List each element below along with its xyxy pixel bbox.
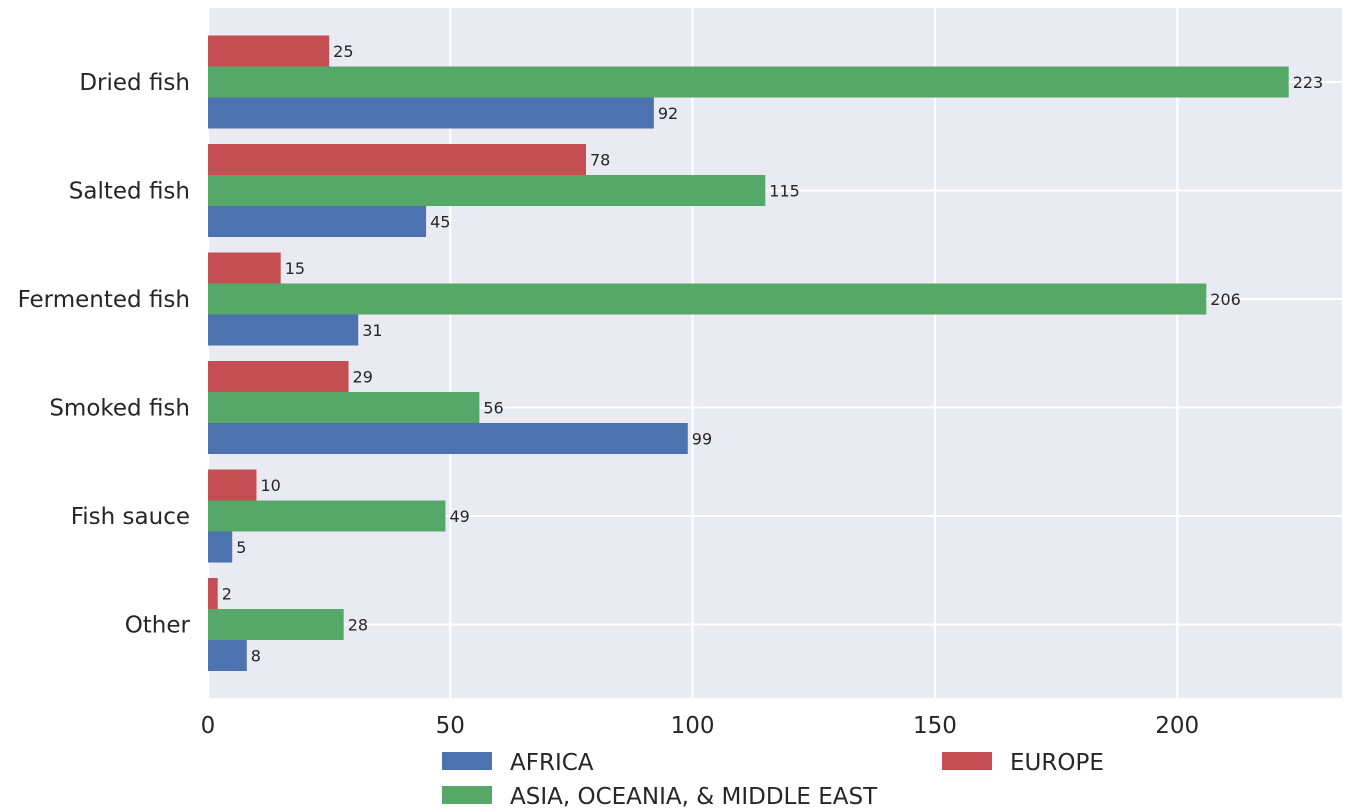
- bar: [208, 97, 654, 129]
- bar: [208, 144, 586, 175]
- bar: [208, 500, 446, 532]
- bars: [208, 35, 1289, 671]
- data-label: 99: [692, 430, 712, 449]
- data-label: 2: [222, 585, 232, 604]
- bar: [208, 206, 427, 237]
- data-label: 49: [449, 507, 469, 526]
- category-label: Smoked fish: [49, 396, 190, 422]
- data-label: 45: [430, 213, 450, 232]
- legend-label: ASIA, OCEANIA, & MIDDLE EAST: [510, 784, 878, 810]
- bar: [208, 283, 1207, 315]
- category-label: Fermented fish: [18, 287, 190, 313]
- category-label: Dried fish: [79, 70, 190, 96]
- bar: [208, 35, 330, 67]
- bar: [208, 640, 247, 671]
- bar: [208, 578, 218, 609]
- bar: [208, 252, 281, 284]
- x-tick-label: 50: [436, 713, 465, 739]
- data-label: 28: [348, 616, 368, 635]
- data-label: 5: [236, 538, 246, 557]
- category-label: Other: [125, 613, 191, 639]
- legend-swatch: [442, 786, 492, 804]
- category-label: Salted fish: [69, 179, 190, 205]
- bar: [208, 531, 233, 563]
- data-label: 115: [769, 182, 800, 201]
- bar: [208, 361, 349, 392]
- bar: [208, 175, 766, 206]
- data-label: 31: [362, 321, 382, 340]
- data-label: 25: [333, 42, 353, 61]
- category-label: Fish sauce: [71, 504, 190, 530]
- data-label: 206: [1210, 290, 1241, 309]
- data-label: 92: [658, 104, 678, 123]
- x-tick-label: 100: [671, 713, 715, 739]
- bar: [208, 469, 257, 501]
- bar: [208, 392, 480, 423]
- legend-swatch: [942, 752, 992, 770]
- legend-label: AFRICA: [510, 750, 594, 776]
- data-label: 56: [483, 399, 503, 418]
- data-label: 10: [260, 476, 280, 495]
- x-tick-label: 0: [201, 713, 216, 739]
- legend-swatch: [442, 752, 492, 770]
- bar: [208, 609, 344, 640]
- bar: [208, 423, 688, 454]
- x-tick-label: 150: [913, 713, 957, 739]
- data-label: 29: [353, 368, 373, 387]
- x-tick-labels: 0 50 100 150 200: [201, 713, 1200, 739]
- category-labels: Dried fish Salted fish Fermented fish Smoke…: [18, 70, 191, 639]
- bar: [208, 314, 359, 346]
- data-label: 223: [1293, 73, 1324, 92]
- legend-label: EUROPE: [1010, 750, 1104, 776]
- bar: [208, 66, 1289, 98]
- data-label: 78: [590, 151, 610, 170]
- x-tick-label: 200: [1155, 713, 1199, 739]
- data-labels: 25 223 92 78 115 45 15 206 31 29 56 99 10 49 5 2 28 8: [222, 42, 1324, 666]
- data-label: 15: [285, 259, 305, 278]
- data-label: 8: [251, 647, 261, 666]
- legend: AFRICA EUROPE ASIA, OCEANIA, & MIDDLE EAST: [442, 750, 1104, 810]
